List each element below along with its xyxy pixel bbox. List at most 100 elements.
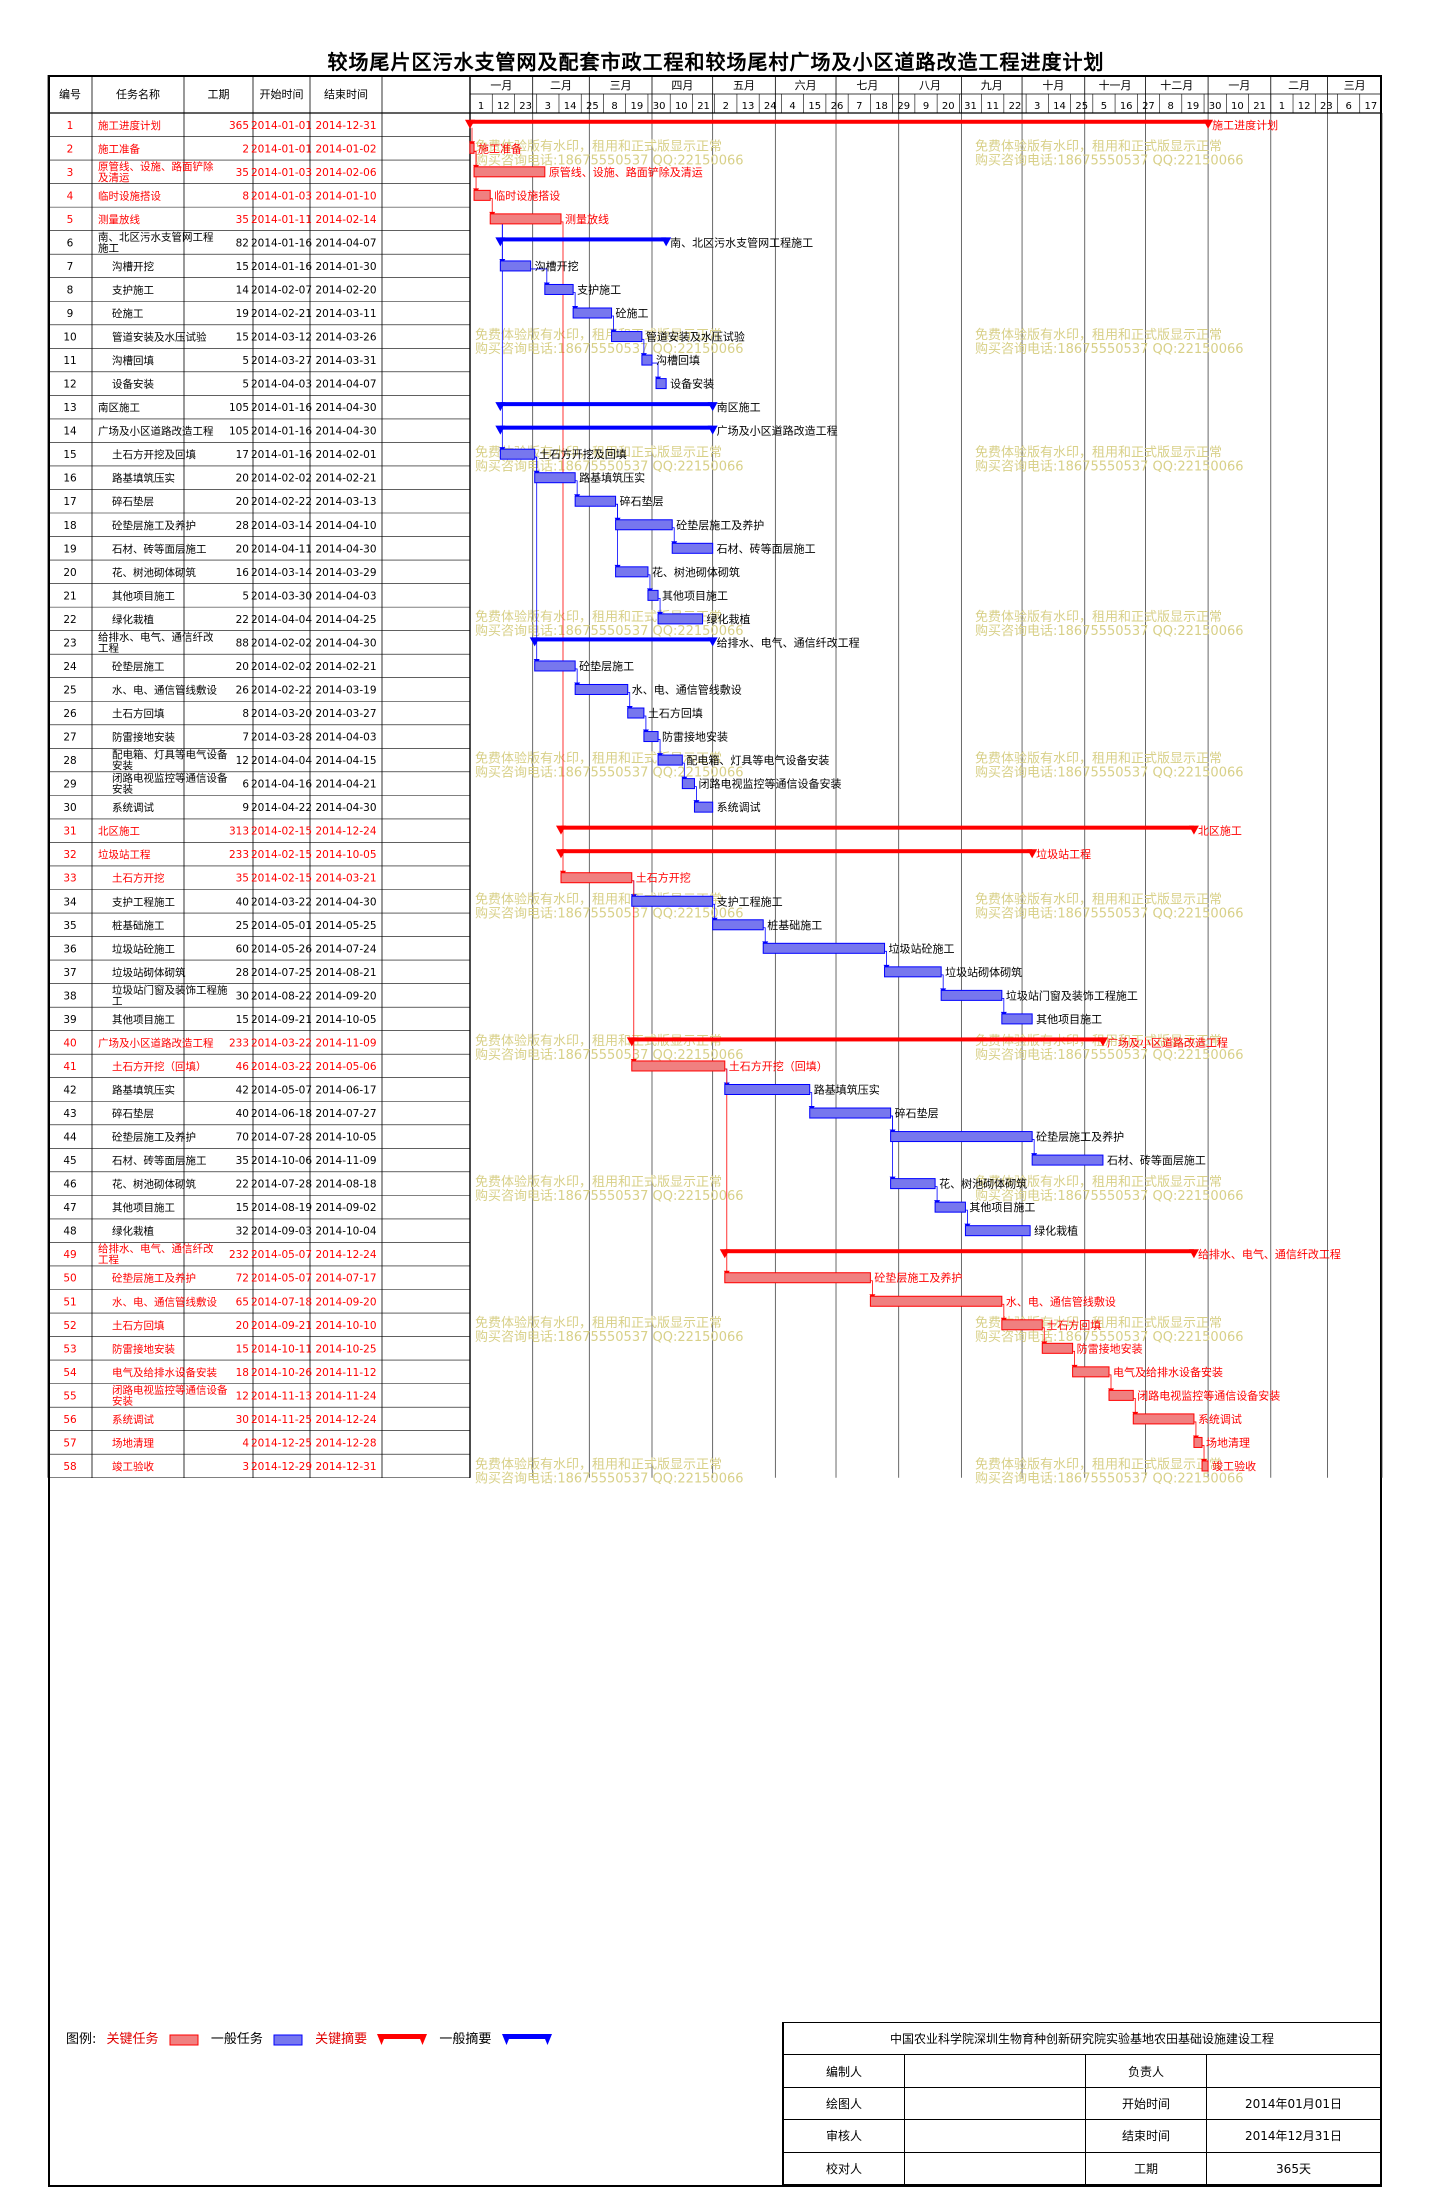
dependency-line (641, 339, 645, 359)
bar-label: 闭路电视监控等通信设备安装 (1137, 1388, 1280, 1402)
task-end: 2014-04-15 (315, 755, 376, 767)
week-label: 24 (764, 101, 777, 112)
task-end: 2014-01-02 (315, 143, 376, 155)
task-name: 场地清理 (112, 1436, 154, 1449)
task-name: 广场及小区道路改造工程 (98, 425, 214, 438)
bar-label: 石材、砖等面层施工 (1107, 1153, 1206, 1167)
task-duration: 18 (236, 1367, 249, 1379)
task-bar (572, 307, 613, 319)
task-id: 55 (63, 1390, 76, 1402)
task-name-cont: 工程 (98, 1254, 119, 1266)
dependency-line (611, 315, 614, 335)
bar-label: 防雷接地安装 (662, 730, 728, 744)
bar-label: 碎石垫层 (895, 1106, 939, 1120)
task-bar (809, 1107, 892, 1119)
task-bar (1193, 1436, 1203, 1448)
task-name: 砼垫层施工及养护 (112, 519, 196, 532)
task-id: 31 (63, 826, 76, 838)
task-name-cont: 工程 (98, 642, 119, 654)
task-duration: 365 (229, 120, 249, 132)
task-start: 2014-05-07 (251, 1273, 312, 1285)
task-start: 2014-01-16 (251, 426, 312, 438)
month-label: 十一月 (1099, 78, 1132, 92)
task-id: 30 (63, 802, 76, 814)
task-start: 2014-12-25 (251, 1437, 312, 1449)
task-duration: 19 (236, 308, 249, 320)
task-name: 施工进度计划 (98, 119, 161, 132)
task-duration: 14 (236, 284, 250, 296)
week-label: 1 (478, 101, 484, 112)
bar-label: 土石方开挖 (636, 871, 691, 885)
watermark-text: 购买咨询电话:18675550537 QQ:22150066 (475, 459, 744, 475)
task-start: 2014-08-22 (251, 990, 312, 1002)
bar-label: 管道安装及水压试验 (646, 330, 745, 344)
column-header: 编号 (59, 87, 81, 101)
task-id: 11 (63, 355, 76, 367)
bar-label: 支护工程施工 (717, 894, 783, 908)
summary-bar (500, 425, 713, 430)
task-duration: 3 (242, 1461, 249, 1473)
task-end: 2014-10-25 (315, 1343, 376, 1355)
task-id: 23 (63, 637, 76, 649)
task-bar (1132, 1413, 1195, 1425)
dependency-line (651, 362, 659, 382)
task-duration: 5 (242, 590, 249, 602)
watermark-text: 免费体验版有水印，租用和正式版显示正常 (975, 892, 1222, 908)
dependency-line (1001, 997, 1005, 1017)
bar-label: 其他项目施工 (1036, 1013, 1102, 1026)
summary-cap-start (555, 849, 566, 859)
bar-label: 原管线、设施、路面铲除及清运 (549, 165, 703, 179)
task-name: 给排水、电气、通信纤改 (98, 630, 214, 643)
task-end: 2014-07-17 (315, 1273, 376, 1285)
task-start: 2014-10-11 (251, 1343, 312, 1355)
task-name-cont: 施工 (98, 241, 119, 254)
bar-label: 花、树池砌体砌筑 (652, 565, 740, 579)
week-label: 3 (1034, 101, 1040, 112)
signature-cell: 开始时间 (1085, 2086, 1207, 2121)
dependency-line (1042, 1327, 1045, 1347)
bar-label: 绿化栽植 (1034, 1224, 1078, 1238)
watermark-text: 购买咨询电话:18675550537 QQ:22150066 (475, 153, 744, 169)
task-name-cont: 安装 (112, 1394, 133, 1407)
bar-label: 临时设施搭设 (494, 188, 560, 202)
task-start: 2014-01-01 (251, 143, 312, 155)
task-start: 2014-01-16 (251, 261, 312, 273)
dependency-line (1072, 1350, 1076, 1370)
task-id: 29 (63, 779, 76, 791)
task-start: 2014-09-21 (251, 1014, 312, 1026)
dependency-line (575, 480, 578, 500)
month-label: 四月 (671, 79, 693, 92)
task-name: 碎石垫层 (112, 495, 154, 508)
task-name: 支护工程施工 (112, 895, 175, 908)
summary-cap-end (1188, 825, 1199, 835)
signature-cell: 编制人 (783, 2054, 905, 2088)
task-name: 砼垫层施工 (112, 660, 165, 673)
task-start: 2014-09-21 (251, 1320, 312, 1332)
task-duration: 20 (236, 1320, 249, 1332)
summary-cap-start (626, 1037, 637, 1047)
summary-cap-end (1097, 1037, 1108, 1047)
task-start: 2014-02-22 (251, 684, 312, 696)
task-id: 6 (67, 237, 74, 249)
task-bar (631, 895, 714, 907)
task-name: 砼施工 (112, 307, 144, 320)
task-end: 2014-04-10 (315, 520, 376, 532)
task-end: 2014-03-21 (315, 873, 376, 885)
task-start: 2014-04-04 (251, 614, 312, 626)
task-duration: 15 (236, 1202, 249, 1214)
task-bar (884, 966, 942, 978)
legend-normal-task-swatch (273, 2034, 303, 2045)
task-name: 石材、砖等面层施工 (112, 1154, 207, 1167)
task-name: 闭路电视监控等通信设备 (112, 1383, 228, 1396)
signature-cell (904, 2054, 1086, 2088)
task-duration: 40 (236, 896, 249, 908)
task-end: 2014-03-27 (315, 708, 376, 720)
dependency-line (682, 762, 685, 782)
task-start: 2014-01-16 (251, 449, 312, 461)
task-duration: 5 (242, 355, 249, 367)
task-duration: 65 (236, 1296, 249, 1308)
dependency-line (941, 974, 944, 994)
task-end: 2014-04-07 (315, 237, 376, 249)
task-id: 9 (67, 308, 74, 320)
bar-label: 垃圾站门窗及装饰工程施工 (1006, 988, 1138, 1002)
